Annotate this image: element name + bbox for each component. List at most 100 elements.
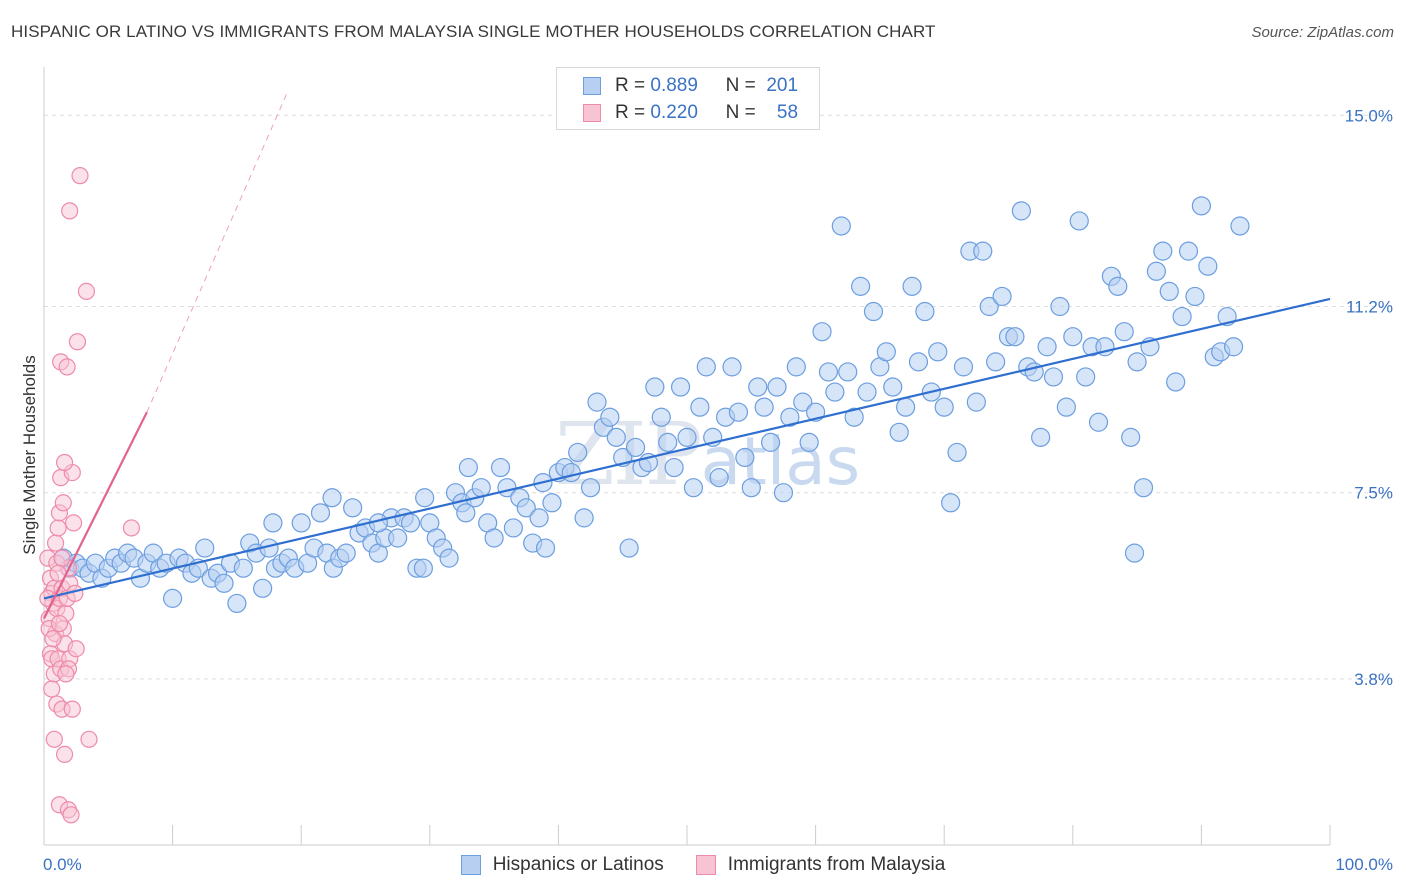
data-point-hispanics (683, 478, 704, 498)
legend-r-value: 0.220 (650, 102, 698, 123)
legend-item-hispanics[interactable]: Hispanics or Latinos (460, 854, 664, 876)
data-point-hispanics (561, 462, 581, 483)
data-point-hispanics (709, 468, 729, 488)
data-point-malaysia (64, 514, 83, 532)
data-point-hispanics (568, 442, 588, 463)
legend-item-malaysia[interactable]: Immigrants from Malaysia (695, 854, 946, 876)
data-point-hispanics (658, 432, 678, 452)
data-point-malaysia (54, 494, 72, 512)
data-point-hispanics (986, 352, 1006, 372)
data-point-hispanics (851, 276, 871, 296)
data-point-malaysia (45, 730, 63, 748)
x-tick-label: 100.0% (1335, 855, 1393, 874)
data-point-hispanics (722, 357, 742, 377)
data-point-hispanics (1011, 201, 1031, 221)
data-point-hispanics (664, 457, 684, 478)
data-point-hispanics (1031, 427, 1051, 447)
legend-swatch-blue (460, 855, 481, 875)
data-point-hispanics (625, 437, 646, 458)
data-point-hispanics (574, 508, 594, 528)
data-point-hispanics (767, 377, 787, 397)
data-point-malaysia (55, 745, 74, 764)
data-point-hispanics (677, 427, 697, 447)
data-point-hispanics (818, 362, 839, 382)
data-point-hispanics (902, 276, 922, 296)
data-point-hispanics (1172, 306, 1192, 327)
legend-label-malaysia: Immigrants from Malaysia (727, 854, 946, 875)
data-point-hispanics (163, 588, 183, 608)
data-point-hispanics (735, 447, 755, 468)
data-point-hispanics (1056, 397, 1076, 417)
y-axis-label: Single Mother Households (20, 355, 39, 554)
data-point-hispanics (651, 407, 671, 427)
data-point-hispanics (1050, 296, 1070, 317)
trend-line-hispanics (43, 297, 1331, 600)
data-point-hispanics (1198, 256, 1218, 276)
y-tick-label: 7.5% (1354, 484, 1393, 503)
data-point-hispanics (825, 382, 845, 402)
tick-labels: 3.8% 7.5% 11.2% 15.0% 0.0% 100.0% (43, 106, 1393, 874)
data-point-hispanics (606, 427, 626, 447)
data-point-hispanics (1166, 372, 1186, 392)
data-point-hispanics (439, 548, 459, 568)
data-point-malaysia (55, 453, 74, 472)
data-point-hispanics (1037, 337, 1057, 357)
data-point-hispanics (490, 457, 511, 478)
data-point-hispanics (233, 558, 253, 578)
data-point-hispanics (227, 593, 247, 614)
data-point-hispanics (1043, 367, 1064, 387)
data-point-malaysia (58, 358, 76, 376)
legend-row-hispanics: R = 0.889 N = 201 (583, 73, 798, 99)
data-point-hispanics (516, 498, 536, 518)
data-point-hispanics (889, 422, 909, 442)
data-point-hispanics (1159, 281, 1179, 302)
data-point-hispanics (1127, 352, 1147, 372)
data-point-hispanics (696, 357, 716, 377)
legend-n-value: 201 (766, 75, 799, 96)
legend-n-label: N = (725, 102, 756, 123)
data-point-malaysia (67, 640, 85, 658)
data-point-hispanics (838, 362, 858, 382)
data-point-malaysia (46, 534, 65, 552)
data-point-malaysia (53, 549, 71, 567)
legend-n-label: N = (725, 75, 756, 96)
x-tick-label: 0.0% (43, 855, 82, 874)
data-point-hispanics (458, 457, 478, 478)
data-point-hispanics (388, 528, 408, 548)
data-point-hispanics (1063, 327, 1083, 347)
data-point-hispanics (799, 432, 819, 452)
series-legend: Hispanics or Latinos Immigrants from Mal… (0, 852, 1406, 878)
chart-title: HISPANIC OR LATINO VS IMMIGRANTS FROM MA… (11, 22, 936, 41)
y-tick-label: 15.0% (1345, 106, 1393, 125)
legend-swatch-pink (695, 855, 716, 875)
trend-line-malaysia (43, 411, 148, 620)
data-point-hispanics (1088, 412, 1109, 432)
data-point-hispanics (857, 382, 877, 402)
data-point-hispanics (748, 377, 768, 397)
data-point-hispanics (343, 498, 363, 518)
data-point-hispanics (322, 488, 342, 508)
data-point-hispanics (1178, 241, 1199, 261)
data-point-malaysia (80, 730, 98, 748)
data-point-hispanics (876, 342, 896, 362)
data-point-hispanics (415, 488, 435, 508)
data-point-hispanics (310, 503, 331, 523)
data-point-hispanics (1121, 427, 1141, 447)
data-point-hispanics (1133, 478, 1154, 498)
data-point-hispanics (941, 493, 961, 513)
data-point-hispanics (587, 392, 607, 412)
legend-r-value: 0.889 (650, 75, 698, 96)
legend-n-value: 58 (776, 102, 799, 123)
data-point-malaysia (49, 519, 67, 537)
data-point-hispanics (400, 513, 421, 533)
data-point-hispanics (973, 241, 993, 261)
data-point-hispanics (773, 483, 794, 503)
data-point-hispanics (1223, 337, 1244, 357)
data-point-hispanics (1153, 241, 1173, 261)
series-malaysia-points (39, 167, 141, 824)
legend-r-label: R = (615, 102, 646, 123)
data-point-hispanics (413, 558, 433, 578)
data-point-hispanics (484, 528, 504, 548)
data-point-hispanics (535, 538, 556, 558)
